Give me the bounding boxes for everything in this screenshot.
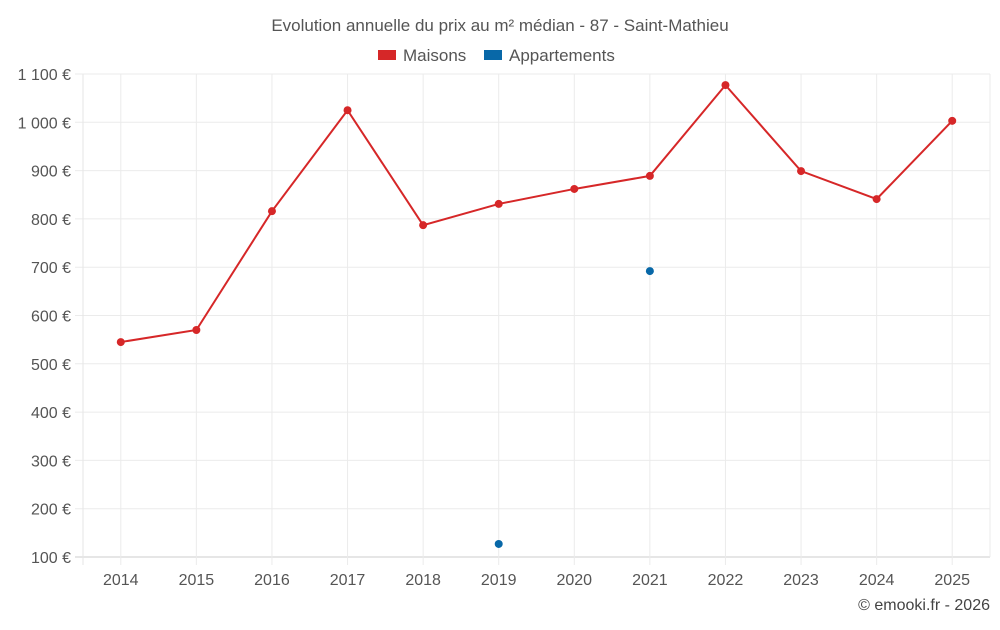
- x-tick-label: 2015: [179, 572, 215, 589]
- grid: [75, 73, 991, 565]
- data-point-appartements-2019: [494, 539, 503, 548]
- x-tick-label: 2019: [481, 572, 517, 589]
- legend-label-maisons: Maisons: [403, 46, 466, 65]
- data-point-maisons-2020: [570, 184, 579, 193]
- legend-swatch-appartements: [484, 50, 502, 60]
- data-point-maisons-2014: [116, 338, 125, 347]
- chart-title: Evolution annuelle du prix au m² médian …: [271, 16, 728, 35]
- data-point-maisons-2021: [645, 171, 654, 180]
- x-tick-label: 2016: [254, 572, 290, 589]
- legend: Maisons Appartements: [378, 46, 615, 65]
- x-tick-label: 2017: [330, 572, 366, 589]
- data-point-appartements-2021: [645, 267, 654, 276]
- data-point-maisons-2015: [192, 325, 201, 334]
- data-point-maisons-2018: [419, 221, 428, 230]
- y-tick-label: 300 €: [31, 453, 71, 470]
- x-tick-label: 2018: [405, 572, 441, 589]
- axes: 100 € 200 € 300 € 400 € 500 € 600 € 700 € 800 €…: [18, 67, 970, 589]
- y-tick-label: 500 €: [31, 357, 71, 374]
- data-point-maisons-2025: [948, 116, 957, 125]
- x-tick-label: 2014: [103, 572, 139, 589]
- y-tick-label: 100 €: [31, 550, 71, 567]
- legend-swatch-maisons: [378, 50, 396, 60]
- data-point-maisons-2019: [494, 199, 503, 208]
- y-tick-label: 800 €: [31, 212, 71, 229]
- y-tick-label: 1 000 €: [18, 115, 71, 132]
- y-tick-label: 700 €: [31, 260, 71, 277]
- legend-label-appartements: Appartements: [509, 46, 615, 65]
- x-tick-label: 2024: [859, 572, 895, 589]
- data-point-maisons-2016: [267, 207, 276, 216]
- series: [116, 81, 957, 548]
- copyright-credit: © emooki.fr - 2026: [858, 597, 990, 614]
- x-tick-label: 2022: [708, 572, 744, 589]
- data-point-maisons-2023: [797, 167, 806, 176]
- data-point-maisons-2024: [872, 195, 881, 204]
- y-tick-label: 400 €: [31, 405, 71, 422]
- y-tick-label: 200 €: [31, 502, 71, 519]
- y-tick-label: 600 €: [31, 309, 71, 326]
- x-tick-label: 2025: [934, 572, 970, 589]
- y-tick-label: 1 100 €: [18, 67, 71, 84]
- series-line-maisons: [120, 83, 953, 344]
- y-tick-label: 900 €: [31, 164, 71, 181]
- x-tick-label: 2023: [783, 572, 819, 589]
- x-tick-label: 2020: [556, 572, 592, 589]
- data-point-maisons-2017: [343, 106, 352, 115]
- data-point-maisons-2022: [721, 81, 730, 90]
- x-tick-label: 2021: [632, 572, 668, 589]
